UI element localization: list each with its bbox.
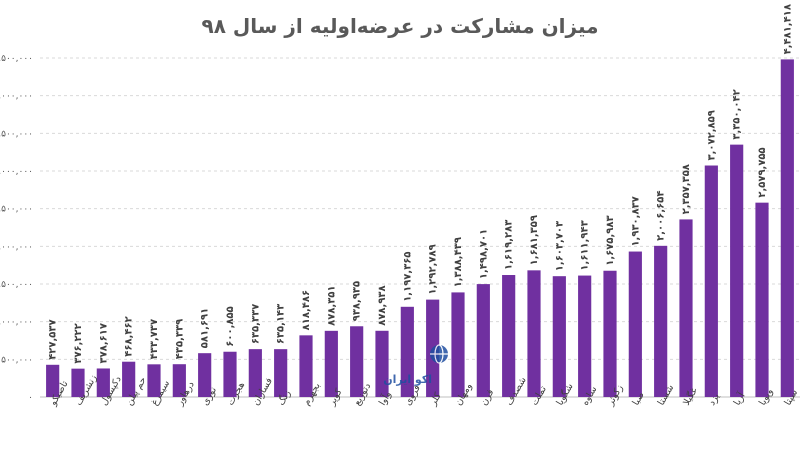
data-labels: ۴۲۷,۵۳۷ ۳۷۶,۲۲۲ ۳۷۸,۶۱۷ ۴۶۸,۴۶۲ ۴۳۳,۷۳۷ ۴۳۵,۳… xyxy=(48,4,794,364)
bar xyxy=(324,330,338,397)
data-label: ۲,۵۷۹,۷۵۵ xyxy=(757,147,768,197)
y-tick-label: ۵۰۰,۰۰۰ xyxy=(1,355,33,365)
bar xyxy=(730,144,744,397)
bar xyxy=(755,202,769,397)
data-label: ۶۰۰,۸۵۵ xyxy=(225,306,236,346)
bar xyxy=(476,284,490,397)
y-axis-ticks: ۰ ۵۰۰,۰۰۰ ۱,۰۰۰,۰۰۰ ۱,۵۰۰,۰۰۰ ۲,۰۰۰,۰۰۰ ۲,۵۰۰… xyxy=(0,54,33,403)
bar xyxy=(527,270,541,397)
bar xyxy=(172,364,186,397)
bar xyxy=(375,330,389,397)
data-label: ۱,۶۱۹,۲۸۳ xyxy=(504,220,515,270)
bar xyxy=(96,368,110,397)
watermark-text: اکو ایران xyxy=(383,373,432,386)
data-label: ۶۳۵,۳۳۷ xyxy=(250,304,261,344)
bar xyxy=(46,364,60,397)
bar xyxy=(603,270,617,397)
data-label: ۱,۳۸۸,۴۳۹ xyxy=(453,237,464,287)
data-label: ۹۳۸,۹۳۵ xyxy=(352,281,363,321)
y-tick-label: ۳,۰۰۰,۰۰۰ xyxy=(0,167,33,177)
bar xyxy=(274,349,288,397)
data-label: ۳۷۸,۶۱۷ xyxy=(98,323,109,363)
data-label: ۱,۱۹۷,۳۶۵ xyxy=(402,251,413,301)
y-tick-label: ۳,۵۰۰,۰۰۰ xyxy=(0,129,33,139)
data-label: ۵۸۱,۶۹۱ xyxy=(200,308,211,348)
bar xyxy=(350,326,364,397)
bar xyxy=(147,364,161,397)
data-label: ۳,۰۷۲,۸۵۹ xyxy=(706,110,717,160)
bar xyxy=(223,351,237,397)
data-label: ۱,۴۹۸,۷۰۱ xyxy=(478,229,489,279)
data-label: ۸۱۸,۴۸۶ xyxy=(301,290,312,330)
y-tick-label: ۱,۰۰۰,۰۰۰ xyxy=(0,318,33,328)
bar xyxy=(299,335,313,397)
data-label: ۱,۹۳۰,۸۳۷ xyxy=(630,196,641,246)
y-tick-label: ۲,۵۰۰,۰۰۰ xyxy=(0,205,33,215)
data-label: ۱,۶۸۱,۳۵۹ xyxy=(529,215,540,265)
bar xyxy=(552,276,566,397)
bar xyxy=(502,275,516,397)
chart-title: میزان مشارکت در عرضه‌اولیه از سال ۹۸ xyxy=(202,14,599,38)
bar xyxy=(451,292,465,397)
data-label: ۸۷۸,۳۵۱ xyxy=(326,285,337,325)
data-label: ۳,۳۵۰,۰۴۲ xyxy=(732,89,743,139)
x-tick-label: یزد xyxy=(706,391,722,407)
data-label: ۴۳۵,۳۳۹ xyxy=(174,319,185,359)
data-label: ۱,۶۷۵,۹۸۳ xyxy=(605,215,616,265)
bar xyxy=(654,245,668,397)
data-label: ۱,۶۰۳,۷۰۳ xyxy=(554,221,565,271)
data-label: ۴۳۳,۷۳۷ xyxy=(149,319,160,359)
y-tick-label: ۲,۰۰۰,۰۰۰ xyxy=(0,242,33,252)
data-label: ۳۷۶,۲۲۲ xyxy=(73,323,84,363)
bars xyxy=(46,59,794,398)
bar xyxy=(628,251,642,397)
watermark: اکو ایران xyxy=(383,344,448,386)
data-label: ۶۳۵,۱۴۳ xyxy=(276,304,287,344)
gridlines xyxy=(40,57,800,398)
data-label: ۱,۲۹۲,۷۸۹ xyxy=(428,244,439,294)
bar xyxy=(578,275,592,397)
bar xyxy=(248,349,262,397)
bar xyxy=(780,59,794,398)
data-label: ۴,۴۸۱,۴۱۸ xyxy=(782,4,793,54)
data-label: ۴۶۸,۴۶۲ xyxy=(124,316,135,356)
bar xyxy=(704,165,718,397)
bar xyxy=(400,306,414,397)
y-tick-label: ۱,۵۰۰,۰۰۰ xyxy=(0,280,33,290)
data-label: ۱,۶۱۱,۹۴۳ xyxy=(580,220,591,270)
data-label: ۴۲۷,۵۳۷ xyxy=(48,319,59,359)
y-tick-label: ۴,۵۰۰,۰۰۰ xyxy=(0,54,33,64)
data-label: ۲,۳۵۷,۳۵۸ xyxy=(681,164,692,214)
bar xyxy=(71,368,85,397)
data-label: ۸۷۸,۹۳۸ xyxy=(377,285,388,325)
bar xyxy=(122,361,136,397)
bar xyxy=(679,219,693,397)
bar xyxy=(198,353,212,397)
data-label: ۲,۰۰۶,۶۵۴ xyxy=(656,191,667,241)
eco-iran-globe-logo-icon xyxy=(430,344,448,364)
y-tick-label: ۴,۰۰۰,۰۰۰ xyxy=(0,92,33,102)
y-tick-label: ۰ xyxy=(28,393,33,403)
